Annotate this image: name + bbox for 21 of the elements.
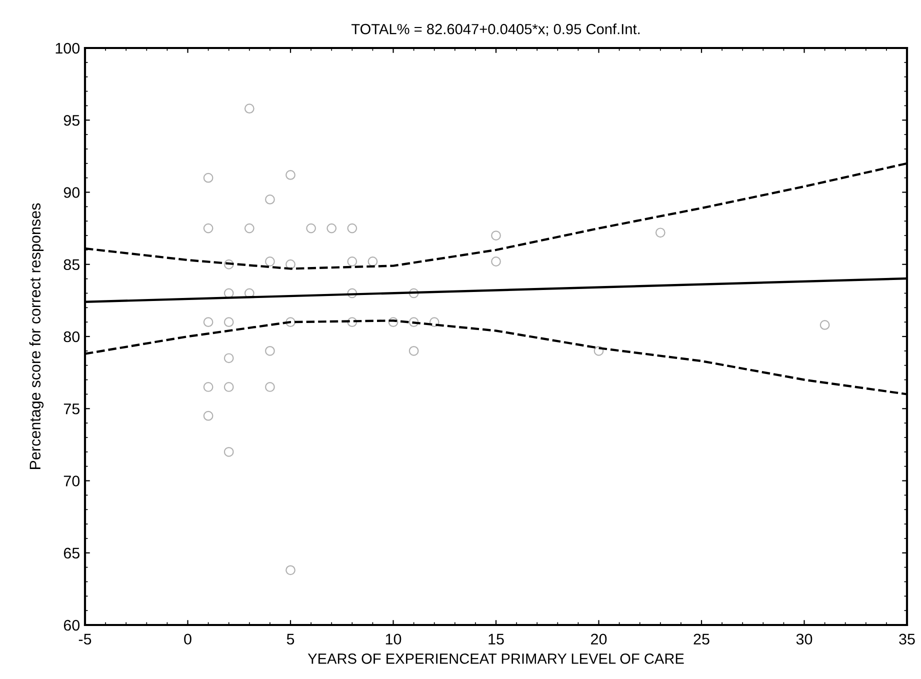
x-tick-label: 35 bbox=[899, 634, 915, 645]
y-tick-label: 65 bbox=[64, 548, 80, 559]
x-tick-label: 5 bbox=[286, 634, 294, 645]
y-tick-label: 60 bbox=[64, 620, 80, 631]
y-axis-title: Percentage score for correct responses bbox=[29, 203, 44, 469]
y-tick-label: 70 bbox=[64, 476, 80, 486]
y-tick-label: 95 bbox=[64, 114, 80, 126]
y-tick-label: 90 bbox=[64, 187, 80, 198]
y-tick-label: 75 bbox=[64, 404, 80, 414]
x-tick-label: 20 bbox=[591, 634, 607, 645]
x-tick-label: 10 bbox=[386, 634, 402, 645]
y-tick-label: 80 bbox=[64, 331, 80, 342]
x-tick-label: 15 bbox=[488, 634, 504, 645]
x-tick-label: 30 bbox=[796, 634, 812, 645]
y-tick-label: 85 bbox=[64, 259, 80, 270]
chart-title: TOTAL% = 82.6047+0.0405*x; 0.95 Conf.Int. bbox=[351, 24, 640, 36]
x-axis-title: YEARS OF EXPERIENCEAT PRIMARY LEVEL OF CARE bbox=[308, 654, 684, 664]
x-tick-label: 0 bbox=[184, 634, 192, 645]
y-tick-label: 100 bbox=[56, 42, 80, 54]
x-tick-label: 25 bbox=[694, 634, 710, 645]
x-tick-label: -5 bbox=[78, 634, 92, 645]
